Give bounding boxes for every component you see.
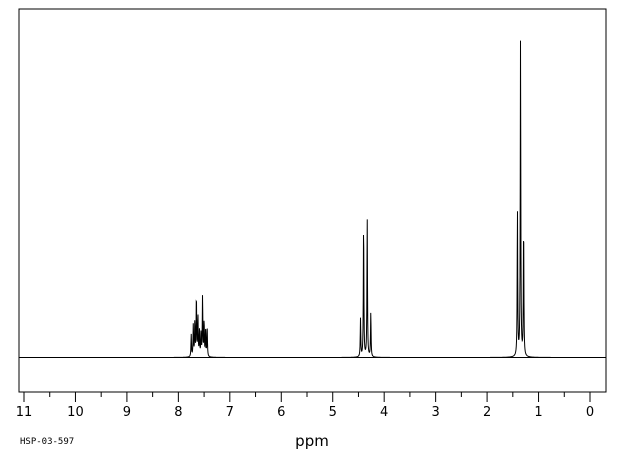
x-tick-label: 9 — [123, 405, 131, 420]
x-tick-label: 3 — [431, 405, 439, 420]
spectrum-id-label: HSP-03-597 — [20, 437, 74, 447]
plot-frame — [18, 8, 607, 393]
x-tick-label: 10 — [67, 405, 84, 420]
x-tick-label: 1 — [534, 405, 542, 420]
x-axis-ticks — [23, 392, 591, 402]
x-tick-label: 11 — [16, 405, 33, 420]
x-axis-tick-labels: 11 10 9 8 7 6 5 4 3 2 1 0 — [16, 405, 594, 420]
x-tick-label: 8 — [174, 405, 182, 420]
x-tick-label: 0 — [586, 405, 594, 420]
x-axis-title: ppm — [295, 432, 329, 450]
spectrum-line — [20, 40, 605, 358]
x-tick-label: 5 — [329, 405, 337, 420]
x-tick-label: 2 — [483, 405, 491, 420]
x-tick-label: 7 — [226, 405, 234, 420]
x-tick-label: 4 — [380, 405, 388, 420]
x-tick-label: 6 — [277, 405, 285, 420]
